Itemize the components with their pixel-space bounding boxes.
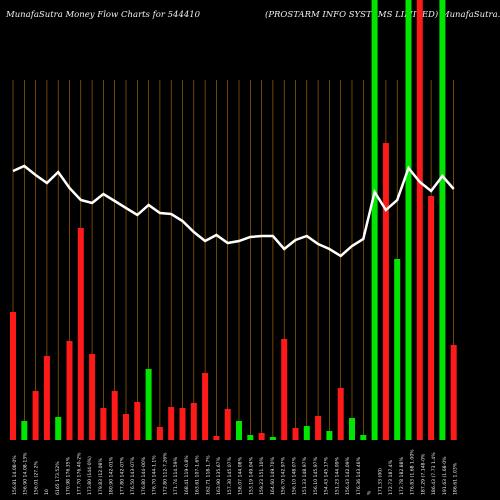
x-tick-label: 187.29 (7.148-0% — [420, 453, 426, 495]
x-tick-label: 156.70 142.97% — [281, 456, 287, 495]
outflow-bar — [43, 356, 50, 440]
price-line — [12, 164, 455, 258]
x-tick-label: 156.81 14.08-0% — [12, 455, 18, 495]
x-tick-label: 156.90 14.08-13% — [23, 452, 29, 495]
x-tick-label: 191.63 (1.68-0% — [442, 456, 448, 495]
x-tick-label: 171.33 (00) — [377, 468, 383, 495]
outflow-bar — [123, 414, 129, 440]
x-tick-label: 6165 173.52% — [55, 461, 61, 495]
x-tick-label: 156.10 145.97% — [313, 456, 319, 495]
outflow-bar — [111, 391, 118, 440]
inflow-bar — [303, 426, 310, 440]
inflow-bar — [236, 421, 242, 440]
x-tick-label: 173.80 (144-0%) — [87, 456, 93, 495]
inflow-bar — [21, 421, 28, 440]
inflow-bar — [269, 437, 276, 440]
outflow-bar — [416, 0, 423, 440]
inflow-bar — [247, 435, 254, 440]
x-tick-label: 158.07 144.08% — [238, 456, 244, 495]
x-tick-label: 176.50 143-07% — [130, 456, 136, 495]
x-tick-label: 176.80 144-00% — [141, 456, 147, 495]
x-tick-label: 10 — [44, 489, 50, 495]
outflow-bar — [134, 402, 141, 440]
outflow-bar — [66, 341, 73, 440]
x-tick-label: 156.10 148.07% — [291, 456, 297, 495]
x-tick-label: 156.01 (27.2% — [33, 460, 39, 495]
x-tick-label: 154.43 145.17% — [324, 456, 330, 495]
x-tick-label: 171.74 114.59% — [173, 456, 179, 495]
inflow-bar — [326, 431, 333, 440]
outflow-bar — [281, 339, 288, 440]
outflow-bar — [77, 228, 84, 440]
x-tick-label: 151.23 144.09% — [334, 456, 340, 495]
x-tick-label: 180.90 142-01% — [109, 456, 115, 495]
outflow-bar — [89, 354, 96, 440]
outflow-bar — [190, 403, 197, 440]
outflow-bar — [179, 408, 186, 440]
chart-title-right: (PROSTARM INFO SYSTEMS LIMITED) MunafaSu… — [265, 10, 500, 20]
x-tick-label: 163.90 135.67% — [216, 456, 222, 495]
inflow-bar — [405, 0, 412, 440]
x-axis-labels: 156.81 14.08-0% 156.90 14.08-13% 156.01 (2… — [12, 449, 459, 495]
x-tick-label: 176.83 (1.68 1.00% — [410, 449, 416, 495]
x-tick-label: 172.80 112-7.26% — [162, 452, 168, 495]
x-tick-label: 177.70 176.40-2% — [76, 452, 82, 495]
outflow-bar — [100, 408, 107, 440]
inflow-bar — [439, 0, 446, 440]
x-tick-label: 163.61 107-1.6% — [195, 455, 201, 495]
x-tick-label: 164.60 149.70% — [270, 456, 276, 495]
chart-title-left: MunafaSutra Money Flow Charts for 544410 — [6, 10, 201, 20]
money-flow-bars — [10, 0, 457, 440]
outflow-bar — [224, 409, 231, 440]
outflow-bar — [10, 312, 16, 440]
outflow-bar — [32, 391, 39, 440]
outflow-bar — [428, 196, 435, 440]
x-tick-label: 151.33 148.97% — [302, 456, 308, 495]
inflow-bar — [394, 259, 401, 440]
inflow-bar — [55, 417, 62, 440]
x-tick-label: 156.43 142.09% — [345, 456, 351, 495]
x-tick-label: 172.73 187.4% — [388, 459, 394, 495]
x-tick-label: 172.78 182.88% — [399, 456, 405, 495]
outflow-bar — [168, 407, 175, 440]
inflow-bar — [360, 435, 367, 440]
outflow-bar — [258, 433, 265, 440]
outflow-bar — [202, 373, 209, 440]
x-tick-label: 170.98 176.35% — [66, 456, 72, 495]
x-tick-label: 177.80 142-07% — [119, 456, 125, 495]
x-tick-label: 186.43 (7.73 1.4% — [431, 452, 437, 495]
outflow-bar — [156, 427, 163, 440]
x-tick-label: 159.23 151.10% — [259, 456, 265, 495]
x-tick-label: 176.70 144-1.1% — [152, 455, 158, 495]
x-tick-label: 176.36 143.46% — [356, 456, 362, 495]
outflow-bar — [450, 345, 457, 440]
inflow-bar — [349, 418, 355, 440]
inflow-bar — [371, 0, 378, 440]
inflow-bar — [145, 369, 152, 440]
outflow-bar — [315, 416, 322, 440]
x-tick-label: 157.30 145.07% — [227, 456, 233, 495]
x-tick-label: 168.41 119-0.8% — [184, 455, 190, 495]
x-tick-label: 153.19 149.04% — [248, 456, 254, 495]
x-tick-label: 179.83 (12.08% — [98, 458, 104, 495]
outflow-bar — [337, 388, 344, 440]
x-tick-label: % — [367, 490, 373, 495]
x-tick-label: 162.71 118-1.7% — [205, 455, 211, 495]
x-tick-label: 186.61 1.03% — [453, 462, 459, 495]
outflow-bar — [382, 143, 389, 440]
outflow-bar — [213, 436, 220, 440]
outflow-bar — [292, 428, 299, 440]
